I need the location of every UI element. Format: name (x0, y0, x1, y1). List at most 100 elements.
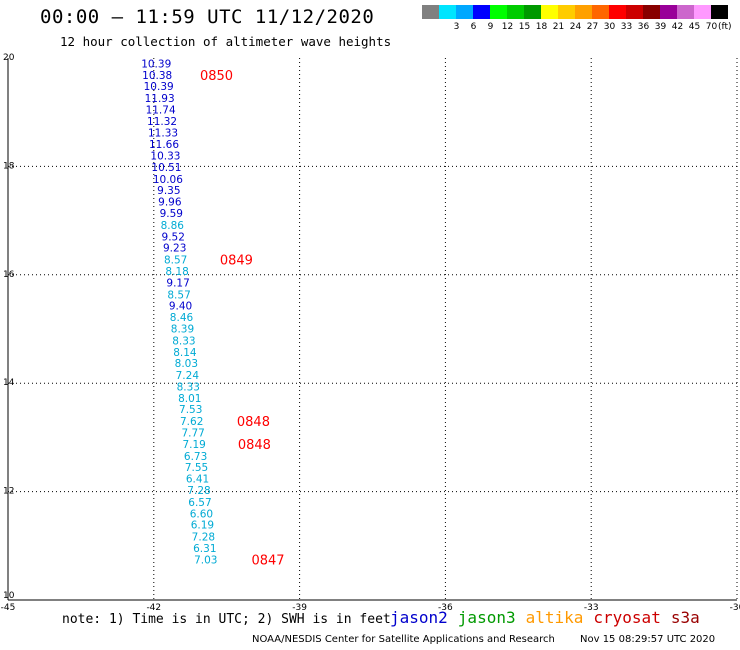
wave-height-value: 8.14 (173, 347, 197, 359)
wave-height-value: 8.33 (172, 335, 195, 347)
legend-swatch (456, 5, 473, 19)
wave-height-value: 9.59 (160, 208, 183, 220)
wave-height-value: 8.86 (161, 220, 185, 232)
legend-swatch (490, 5, 507, 19)
y-tick-label: 12 (3, 487, 14, 497)
x-tick-label: -45 (1, 603, 16, 613)
wave-height-value: 8.57 (167, 289, 190, 301)
legend-label: 45 (688, 22, 701, 32)
x-tick-label: -39 (292, 603, 307, 613)
legend-swatch (524, 5, 541, 19)
satellite-label: altika (525, 608, 584, 627)
legend-swatch (558, 5, 575, 19)
x-tick-label: -33 (584, 603, 599, 613)
wave-height-value: 8.57 (164, 255, 187, 267)
legend-label: 24 (569, 22, 582, 32)
legend-swatch (609, 5, 626, 19)
wave-height-value: 7.24 (176, 370, 200, 382)
wave-height-value: 6.31 (193, 543, 216, 555)
wave-height-value: 10.39 (144, 81, 174, 93)
legend-swatch (507, 5, 524, 19)
chart-title: 00:00 – 11:59 UTC 11/12/2020 (40, 6, 375, 28)
wave-height-value: 11.33 (148, 127, 178, 139)
legend-label: 15 (518, 22, 531, 32)
wave-height-value: 11.74 (146, 104, 176, 116)
pass-time-label: 0848 (237, 415, 270, 430)
legend-swatch (711, 5, 728, 19)
wave-height-value: 9.35 (157, 185, 180, 197)
wave-height-value: 8.03 (175, 358, 198, 370)
legend-label: 6 (470, 22, 477, 32)
legend-swatch (677, 5, 694, 19)
wave-height-value: 10.51 (151, 162, 181, 174)
wave-height-value: 6.73 (184, 451, 207, 463)
satellite-label: jason2 (390, 608, 448, 627)
legend-label: 39 (654, 22, 667, 32)
wave-height-value: 11.32 (147, 116, 177, 128)
wave-height-value: 9.17 (166, 277, 189, 289)
wave-height-value: 7.19 (182, 439, 205, 451)
legend-label: 42 (671, 22, 684, 32)
legend-label: 9 (487, 22, 494, 32)
y-tick-label: 10 (3, 591, 15, 601)
wave-height-value: 7.77 (181, 428, 204, 440)
legend-label: 30 (603, 22, 616, 32)
legend-label: 70 (705, 22, 718, 32)
wave-height-value: 10.06 (153, 174, 183, 186)
generated-timestamp: Nov 15 08:29:57 UTC 2020 (580, 634, 716, 645)
legend-label: 18 (535, 22, 548, 32)
color-legend: (ft) 3 6 9 12 15 18 21 24 27 30 33 36 39 42 45 70 (422, 5, 732, 39)
wave-height-value: 10.38 (142, 70, 172, 82)
pass-time-label: 0848 (238, 438, 271, 453)
wave-height-value: 7.55 (185, 462, 208, 474)
satellite-label: cryosat (593, 608, 661, 627)
wave-height-value: 7.03 (194, 554, 217, 566)
legend-swatch (422, 5, 439, 19)
y-tick-label: 18 (3, 161, 15, 171)
wave-height-value: 11.93 (145, 93, 175, 105)
legend-swatch (575, 5, 592, 19)
pass-time-label: 0849 (220, 254, 253, 269)
wave-height-value: 9.96 (158, 197, 182, 209)
wave-height-value: 8.33 (177, 381, 200, 393)
legend-label: 21 (552, 22, 565, 32)
pass-time-label: 0850 (200, 69, 233, 84)
chart-subtitle: 12 hour collection of altimeter wave hei… (60, 34, 392, 49)
legend-unit: (ft) (718, 22, 732, 32)
legend-label: 33 (620, 22, 633, 32)
wave-height-value: 11.66 (149, 139, 179, 151)
wave-height-value: 7.28 (192, 532, 215, 544)
wave-height-value: 9.40 (169, 301, 192, 313)
wave-height-value: 9.52 (162, 231, 185, 243)
wave-height-value: 6.60 (190, 508, 213, 520)
legend-swatch (439, 5, 456, 19)
satellite-label: jason3 (457, 608, 516, 627)
legend-swatch (626, 5, 643, 19)
legend-swatch (660, 5, 677, 19)
legend-label: 12 (501, 22, 514, 32)
wave-height-value: 8.01 (178, 393, 201, 405)
legend-label: 3 (453, 22, 460, 32)
legend-swatch (694, 5, 711, 19)
pass-time-label: 0847 (251, 553, 284, 568)
y-tick-label: 14 (3, 378, 15, 388)
wave-height-value: 6.41 (186, 474, 209, 486)
wave-height-value: 10.33 (150, 151, 180, 163)
wave-height-value: 6.19 (191, 520, 214, 532)
wave-height-value: 6.57 (188, 497, 211, 509)
legend-swatch (592, 5, 609, 19)
legend-swatch (541, 5, 558, 19)
x-tick-label: -36 (438, 603, 453, 613)
footer-note: note: 1) Time is in UTC; 2) SWH is in fe… (62, 612, 391, 627)
x-tick-label: -30 (730, 603, 740, 613)
legend-label: 27 (586, 22, 599, 32)
y-tick-label: 20 (3, 53, 15, 63)
legend-label: 36 (637, 22, 650, 32)
wave-height-value: 10.39 (141, 58, 171, 70)
y-tick-label: 16 (3, 270, 15, 280)
satellite-label: s3a (670, 608, 700, 627)
wave-height-value: 7.53 (179, 404, 202, 416)
wave-height-value: 8.39 (171, 323, 194, 335)
legend-swatch (473, 5, 490, 19)
